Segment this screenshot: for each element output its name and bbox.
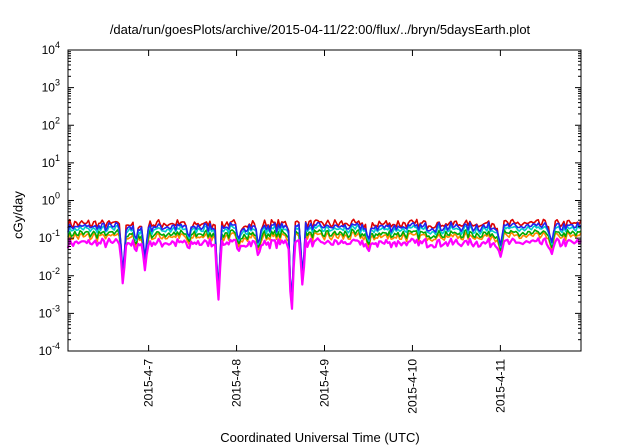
series-line bbox=[67, 231, 582, 306]
series-layer bbox=[66, 218, 582, 310]
x-tick-label: 2015-4-9 bbox=[318, 359, 332, 407]
y-tick-label: 10-1 bbox=[39, 228, 60, 245]
y-tick-label: 10-2 bbox=[39, 266, 60, 283]
x-tick-label: 2015-4-11 bbox=[493, 359, 507, 413]
y-tick-label: 10-3 bbox=[39, 303, 60, 320]
y-axis-label: cGy/day bbox=[10, 191, 26, 239]
x-axis-label: Coordinated Universal Time (UTC) bbox=[220, 430, 420, 445]
y-tick-label: 102 bbox=[42, 115, 60, 132]
y-tick-label: 100 bbox=[42, 191, 60, 208]
x-tick-label: 2015-4-10 bbox=[405, 359, 419, 414]
chart-title: /data/run/goesPlots/archive/2015-04-11/2… bbox=[109, 22, 531, 37]
y-tick-label: 101 bbox=[42, 153, 60, 170]
series-line bbox=[66, 237, 582, 310]
ticks-layer: 10-4 10-3 10-2 10-1 100 101 102 103 104 2015-4-7 2… bbox=[39, 40, 581, 414]
y-tick-label: 104 bbox=[42, 40, 60, 57]
series-line bbox=[67, 224, 582, 301]
x-tick-label: 2015-4-7 bbox=[142, 359, 156, 407]
y-tick-label: 10-4 bbox=[39, 341, 60, 358]
y-tick-label: 103 bbox=[42, 78, 60, 95]
series-line bbox=[67, 228, 582, 304]
x-tick-label: 2015-4-8 bbox=[230, 359, 244, 407]
series-line bbox=[67, 221, 582, 298]
plot-frame bbox=[67, 49, 582, 352]
